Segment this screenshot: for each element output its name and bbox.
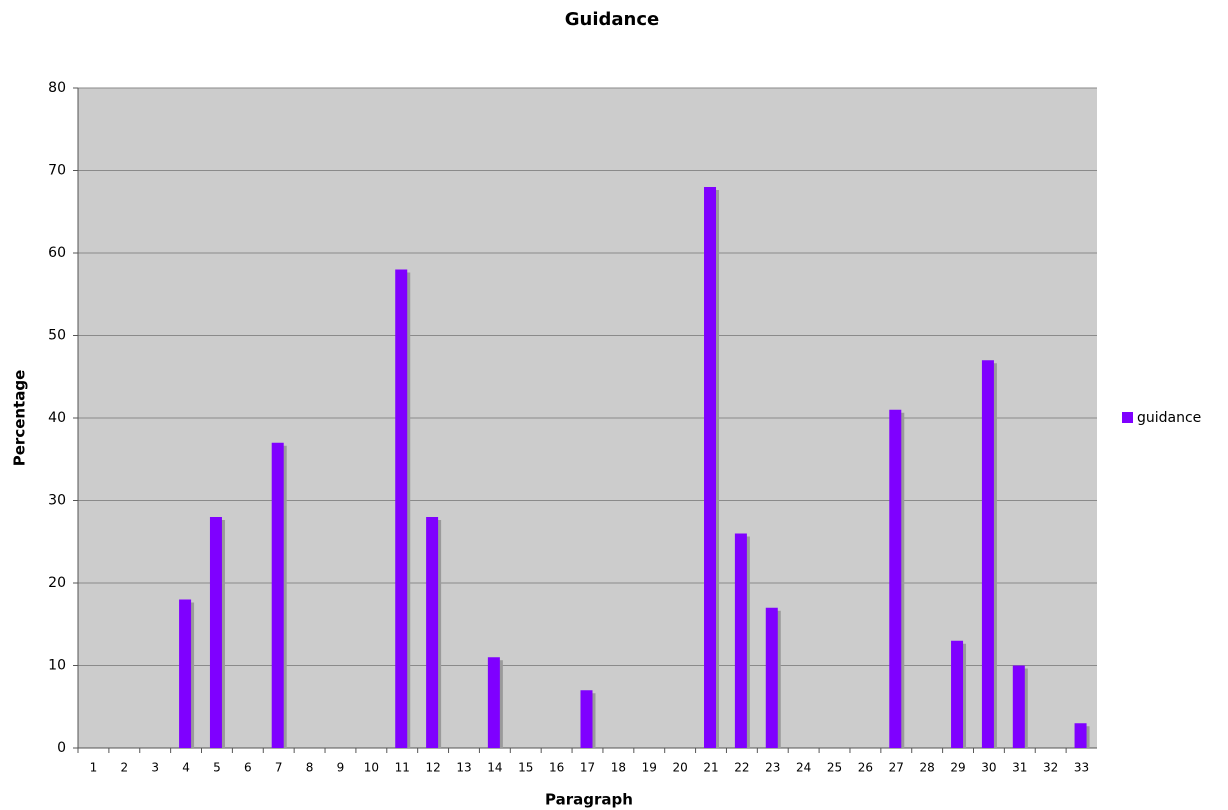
bar bbox=[889, 409, 902, 748]
bar bbox=[209, 517, 222, 748]
x-tick-label: 1 bbox=[90, 761, 98, 775]
x-tick-label: 24 bbox=[796, 761, 811, 775]
x-tick-label: 23 bbox=[765, 761, 780, 775]
y-tick-label: 50 bbox=[48, 328, 66, 344]
y-tick-label: 20 bbox=[48, 575, 66, 591]
x-tick-label: 15 bbox=[518, 761, 533, 775]
y-tick-label: 70 bbox=[48, 163, 66, 179]
x-tick-label: 5 bbox=[213, 761, 221, 775]
x-tick-label: 16 bbox=[549, 761, 564, 775]
x-tick-label: 20 bbox=[672, 761, 687, 775]
x-tick-label: 29 bbox=[950, 761, 965, 775]
y-tick-label: 0 bbox=[57, 740, 66, 756]
x-tick-label: 31 bbox=[1012, 761, 1027, 775]
x-tick-label: 19 bbox=[642, 761, 657, 775]
x-tick-label: 17 bbox=[580, 761, 595, 775]
x-tick-label: 32 bbox=[1043, 761, 1058, 775]
x-tick-label: 10 bbox=[364, 761, 379, 775]
bar bbox=[704, 187, 717, 748]
x-tick-label: 11 bbox=[395, 761, 410, 775]
bar bbox=[951, 640, 964, 748]
x-tick-label: 7 bbox=[275, 761, 283, 775]
x-tick-label: 22 bbox=[734, 761, 749, 775]
bar bbox=[981, 360, 994, 748]
x-tick-label: 26 bbox=[858, 761, 873, 775]
x-tick-label: 3 bbox=[151, 761, 159, 775]
y-tick-label: 60 bbox=[48, 245, 66, 261]
bar bbox=[271, 442, 284, 748]
bar bbox=[765, 607, 778, 748]
x-tick-label: 33 bbox=[1074, 761, 1089, 775]
legend-label: guidance bbox=[1137, 410, 1201, 426]
legend-swatch bbox=[1122, 412, 1133, 423]
x-tick-label: 6 bbox=[244, 761, 252, 775]
x-tick-label: 13 bbox=[456, 761, 471, 775]
x-tick-label: 18 bbox=[611, 761, 626, 775]
x-axis-label: Paragraph bbox=[545, 791, 633, 809]
bar bbox=[487, 657, 500, 748]
bar bbox=[426, 517, 439, 748]
bar bbox=[1012, 665, 1025, 748]
x-tick-label: 8 bbox=[306, 761, 314, 775]
x-tick-label: 12 bbox=[425, 761, 440, 775]
bar bbox=[1074, 723, 1087, 748]
x-tick-label: 21 bbox=[703, 761, 718, 775]
x-tick-label: 4 bbox=[182, 761, 190, 775]
y-axis-label: Percentage bbox=[11, 370, 29, 467]
x-tick-label: 28 bbox=[920, 761, 935, 775]
x-tick-label: 27 bbox=[889, 761, 904, 775]
x-tick-label: 25 bbox=[827, 761, 842, 775]
bar bbox=[395, 269, 408, 748]
bar bbox=[179, 599, 192, 748]
y-tick-label: 80 bbox=[48, 80, 66, 96]
x-tick-label: 30 bbox=[981, 761, 996, 775]
y-tick-label: 10 bbox=[48, 658, 66, 674]
y-tick-label: 40 bbox=[48, 410, 66, 426]
x-tick-label: 14 bbox=[487, 761, 502, 775]
y-tick-label: 30 bbox=[48, 493, 66, 509]
x-tick-label: 2 bbox=[120, 761, 128, 775]
chart-title: Guidance bbox=[565, 9, 659, 30]
bar bbox=[734, 533, 747, 748]
bar bbox=[580, 690, 593, 748]
x-tick-label: 9 bbox=[337, 761, 345, 775]
